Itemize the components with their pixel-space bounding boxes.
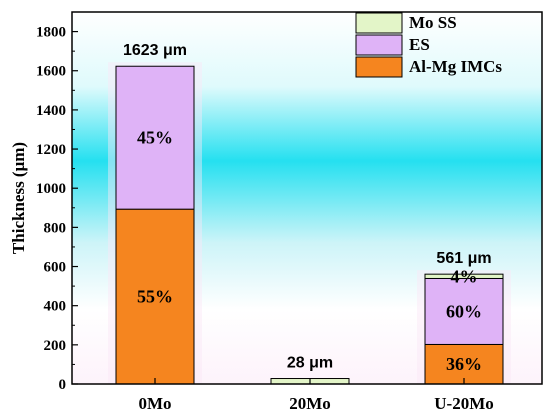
y-axis-title: Thickness (μm) [9,142,28,254]
y-tick-label: 1600 [36,64,66,80]
bar-segment-es [424,277,504,345]
legend-swatch [355,34,403,56]
legend-swatch [355,56,403,78]
y-tick-label: 200 [44,338,67,354]
legend-label: Al-Mg IMCs [409,57,502,76]
bar-segment-mo-ss [424,273,504,279]
y-tick-label: 400 [44,299,67,315]
total-thickness-label: 28 μm [287,355,333,372]
y-tick-label: 800 [44,220,67,236]
y-tick-label: 1200 [36,142,66,158]
bar-segment-al-mg-imcs [115,208,195,385]
percent-label: 55% [137,287,173,307]
legend-label: Mo SS [409,13,457,32]
total-thickness-label: 561 μm [436,250,491,267]
percent-label: 4% [451,266,478,286]
legend-swatch [355,12,403,34]
y-tick-label: 1800 [36,25,66,41]
bar-segment-al-mg-imcs [424,343,504,385]
y-tick-label: 1400 [36,103,66,119]
x-tick-label: U-20Mo [434,394,493,413]
x-tick-label: 0Mo [138,394,171,413]
y-tick-label: 600 [44,260,67,276]
y-tick-label: 0 [59,377,67,393]
total-thickness-label: 1623 μm [123,42,187,59]
x-tick-label: 20Mo [289,394,331,413]
percent-label: 60% [446,301,482,321]
percent-label: 45% [137,128,173,148]
plot-frame [71,11,543,385]
percent-label: 36% [446,354,482,374]
bar-segment-es [115,65,195,210]
y-tick-label: 1000 [36,181,66,197]
legend-label: ES [409,35,430,54]
